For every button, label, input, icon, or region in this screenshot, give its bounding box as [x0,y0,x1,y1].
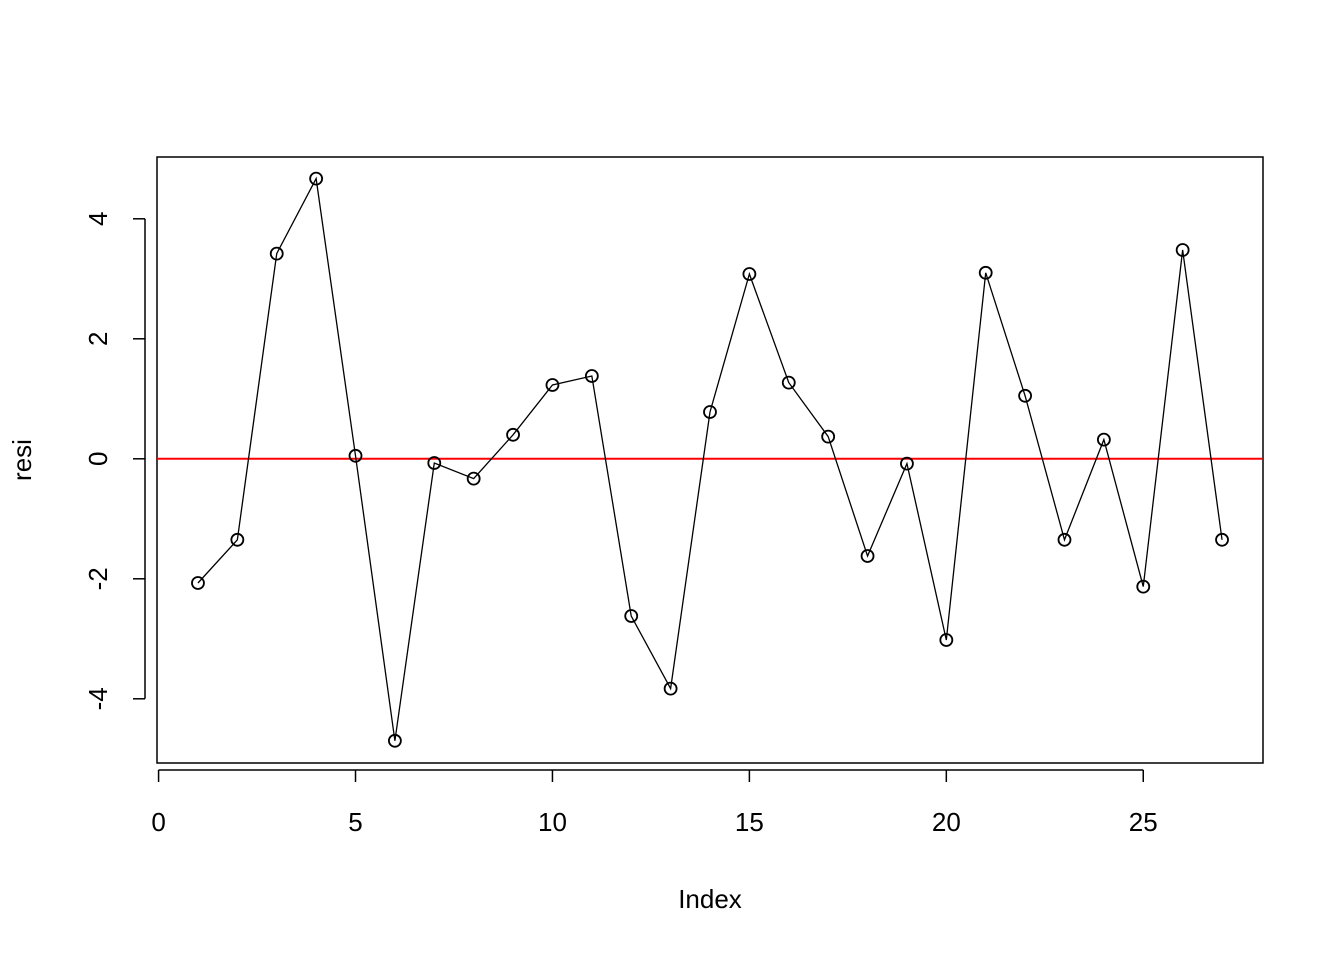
data-point [900,456,914,471]
data-point [230,532,245,547]
data-point [269,246,284,261]
x-tick-label: 25 [1129,807,1158,837]
y-axis-label: resi [7,439,37,481]
data-point [388,733,402,748]
data-point [1018,388,1032,403]
y-tick-label: -2 [83,567,113,590]
data-point [348,448,363,463]
data-point [427,456,442,470]
data-point [939,633,954,647]
y-tick-label: 0 [83,452,113,466]
x-tick-label: 5 [348,807,362,837]
data-point [191,576,205,590]
y-tick-label: 4 [83,212,113,226]
data-point [1057,532,1072,547]
data-point [781,375,796,390]
data-point [545,378,560,392]
data-point [624,609,639,623]
x-tick-label: 15 [735,807,764,837]
data-point [1215,532,1229,547]
plot-box [156,156,1264,764]
data-point [978,265,993,280]
data-point [1096,432,1111,447]
data-point [466,471,481,486]
line-series [197,176,1223,741]
data-point [584,369,599,383]
data-point [703,405,717,419]
data-point [1175,243,1190,257]
x-axis-label: Index [678,884,742,914]
x-tick-label: 0 [151,807,165,837]
y-tick-label: 2 [83,332,113,346]
data-point [742,267,757,281]
data-point [309,171,324,186]
x-tick-label: 20 [932,807,961,837]
data-point [663,681,678,696]
data-point [506,427,520,442]
y-tick-label: -4 [83,687,113,710]
data-point [1136,579,1151,594]
data-point [860,549,875,563]
data-point [821,429,836,444]
x-tick-label: 10 [538,807,567,837]
